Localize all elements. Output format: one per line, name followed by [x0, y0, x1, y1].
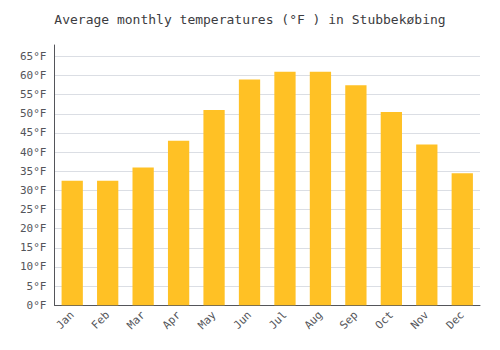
svg-text:55°F: 55°F [20, 88, 47, 101]
svg-text:Dec: Dec [444, 309, 467, 332]
svg-text:60°F: 60°F [20, 69, 47, 82]
svg-text:Feb: Feb [89, 309, 112, 332]
svg-text:Sep: Sep [337, 309, 360, 332]
svg-text:35°F: 35°F [20, 165, 47, 178]
svg-text:Oct: Oct [373, 309, 396, 332]
svg-text:40°F: 40°F [20, 146, 47, 159]
svg-text:Aug: Aug [302, 309, 325, 332]
svg-text:Apr: Apr [160, 308, 183, 331]
svg-text:Average monthly temperatures (: Average monthly temperatures (°F ) in St… [54, 12, 445, 27]
svg-text:65°F: 65°F [20, 50, 47, 63]
svg-text:45°F: 45°F [20, 126, 47, 139]
svg-text:Jun: Jun [231, 309, 254, 332]
svg-text:5°F: 5°F [27, 280, 47, 293]
svg-text:50°F: 50°F [20, 107, 47, 120]
svg-text:May: May [195, 308, 218, 331]
svg-text:0°F: 0°F [27, 299, 47, 312]
svg-text:30°F: 30°F [20, 184, 47, 197]
svg-text:Mar: Mar [125, 308, 148, 331]
svg-text:20°F: 20°F [20, 222, 47, 235]
svg-text:10°F: 10°F [20, 260, 47, 273]
svg-text:Jan: Jan [54, 309, 77, 332]
svg-text:Jul: Jul [266, 309, 289, 332]
svg-text:15°F: 15°F [20, 241, 47, 254]
svg-text:25°F: 25°F [20, 203, 47, 216]
svg-text:Nov: Nov [408, 308, 431, 331]
